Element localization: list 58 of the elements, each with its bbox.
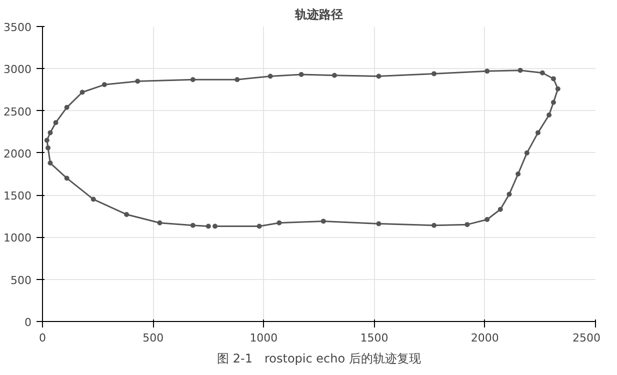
- point: [518, 68, 523, 73]
- x-tick-label: 2000: [470, 332, 499, 344]
- point: [135, 78, 140, 84]
- point: [212, 224, 218, 229]
- point: [48, 160, 53, 166]
- y-tick-label: 500: [10, 274, 32, 287]
- x-tick-label: 1000: [250, 332, 278, 344]
- point: [516, 172, 521, 176]
- y-tick-label: 3500: [4, 21, 32, 34]
- point: [432, 222, 437, 228]
- point: [48, 130, 53, 136]
- point: [550, 100, 556, 105]
- point: [64, 104, 70, 110]
- point: [484, 68, 490, 74]
- point: [540, 70, 545, 76]
- point: [124, 212, 130, 217]
- chart-title: 轨迹路径: [294, 8, 343, 22]
- y-tick-label: 3000: [4, 63, 32, 76]
- point: [44, 138, 50, 143]
- point: [46, 145, 51, 150]
- x-tick-label: 1500: [360, 332, 388, 344]
- point: [498, 206, 503, 212]
- point: [550, 76, 556, 82]
- point: [432, 71, 437, 76]
- point: [506, 192, 512, 197]
- point: [320, 218, 326, 224]
- point: [555, 86, 560, 92]
- y-tick-label: 2500: [4, 105, 32, 118]
- point: [256, 224, 262, 229]
- y-tick-label: 1000: [4, 232, 32, 245]
- point: [64, 176, 70, 181]
- point: [376, 74, 382, 79]
- point: [376, 221, 382, 226]
- point: [298, 72, 304, 78]
- point: [190, 222, 196, 228]
- x-tick-label: 0: [39, 332, 46, 344]
- point: [90, 196, 96, 202]
- point: [535, 130, 540, 136]
- point: [190, 77, 196, 82]
- point: [546, 112, 552, 118]
- point: [157, 220, 162, 226]
- point: [234, 77, 240, 82]
- point: [102, 82, 107, 88]
- point: [276, 220, 282, 226]
- point: [53, 120, 58, 126]
- x-tick-label: 500: [142, 332, 164, 344]
- point: [524, 150, 530, 156]
- point: [464, 222, 470, 228]
- y-tick-label: 0: [24, 316, 32, 329]
- y-tick-label: 2000: [4, 147, 32, 160]
- point: [484, 217, 490, 222]
- point: [268, 74, 273, 79]
- y-tick-label: 1500: [4, 190, 32, 203]
- point: [332, 72, 337, 78]
- point: [80, 90, 85, 95]
- point: [206, 224, 211, 229]
- x-tick-label: 2500: [572, 332, 601, 344]
- caption: 图 2-1 rostopic echo 后的轨迹复现: [217, 352, 421, 366]
